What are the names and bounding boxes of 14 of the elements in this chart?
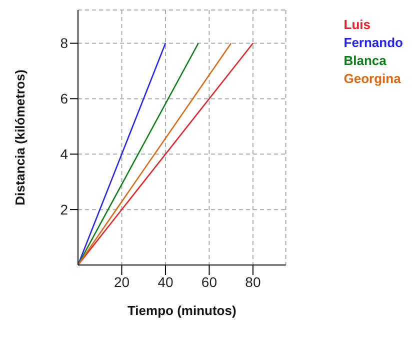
x-tick-label: 80 bbox=[245, 274, 261, 290]
x-tick-label: 60 bbox=[201, 274, 218, 290]
text: Blanca bbox=[344, 52, 388, 70]
y-tick-label: 6 bbox=[60, 90, 68, 107]
y-axis-title: Distancia (kilómetros) bbox=[12, 70, 28, 206]
x-tick-label: 40 bbox=[158, 274, 174, 290]
y-tick-label: 8 bbox=[60, 35, 68, 52]
y-tick-label: 4 bbox=[60, 146, 68, 162]
text: Luis bbox=[344, 16, 372, 34]
text: Georgina bbox=[344, 70, 402, 88]
x-tick-label: 20 bbox=[114, 274, 130, 290]
y-tick-label: 2 bbox=[60, 202, 68, 218]
text: Fernando bbox=[344, 34, 403, 52]
x-axis-title: Tiempo (minutos) bbox=[127, 303, 236, 318]
